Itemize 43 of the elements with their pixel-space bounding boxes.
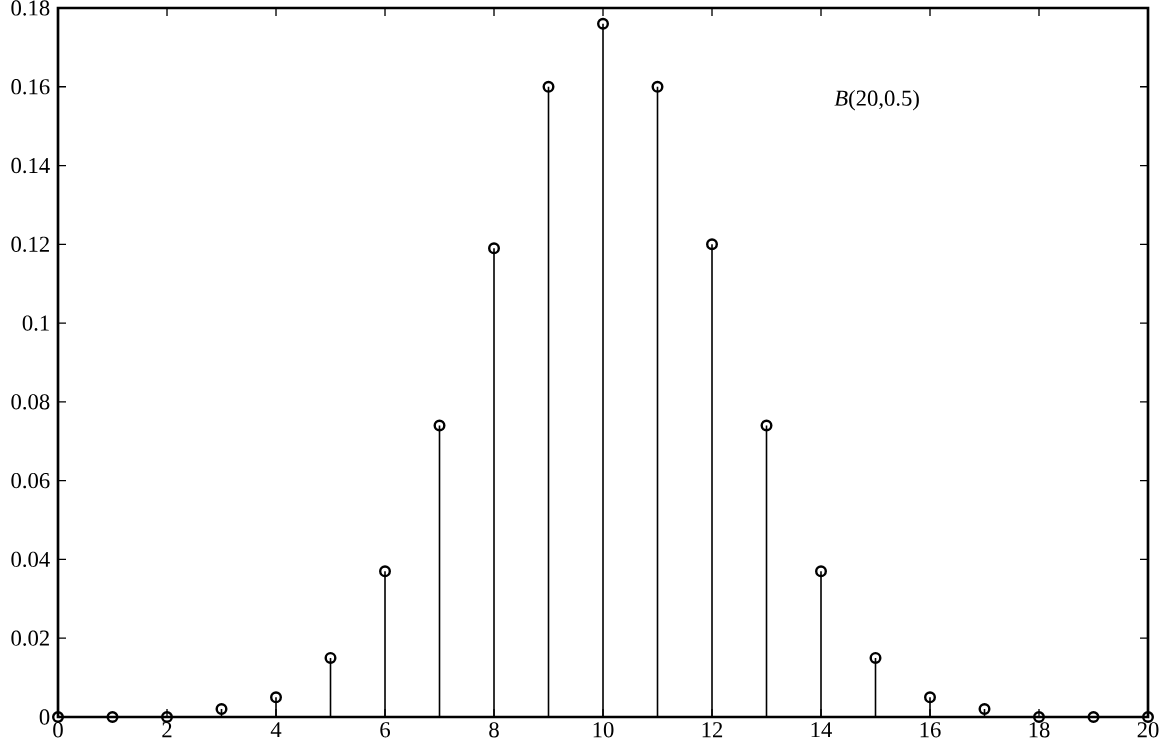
x-tick-label: 12 — [702, 722, 723, 738]
point — [488, 242, 501, 255]
x-tick-label: 16 — [920, 722, 941, 738]
point — [379, 565, 392, 578]
x-tick-label: 20 — [1137, 722, 1159, 738]
x-tick-label: 0 — [53, 722, 63, 738]
x-tick-label: 2 — [162, 722, 172, 738]
y-tick-label: 0.04 — [11, 551, 50, 568]
point — [869, 651, 882, 664]
point — [433, 419, 446, 432]
point — [978, 703, 991, 716]
x-tick-label: 8 — [489, 722, 499, 738]
point — [215, 703, 228, 716]
point — [161, 710, 174, 723]
y-tick-label: 0 — [39, 709, 50, 725]
y-tick-label: 0.06 — [11, 472, 50, 489]
point — [597, 17, 609, 30]
y-tick-label: 0.1 — [22, 315, 49, 331]
x-tick-label: 6 — [380, 722, 390, 738]
point — [106, 710, 119, 723]
y-tick-label: 0.14 — [11, 157, 50, 174]
point — [1142, 710, 1154, 723]
y-tick-label: 0.18 — [11, 0, 50, 16]
point — [706, 238, 718, 251]
point — [324, 651, 337, 664]
x-tick-label: 14 — [811, 722, 832, 738]
y-tick-label: 0.12 — [11, 236, 49, 253]
point — [1087, 710, 1100, 723]
x-tick-label: 10 — [593, 722, 614, 738]
point — [270, 691, 283, 704]
y-tick-label: 0.08 — [11, 394, 50, 410]
point — [542, 80, 555, 93]
y-tick-label: 0.16 — [11, 79, 50, 95]
point — [815, 565, 827, 578]
point — [651, 80, 664, 93]
point — [52, 710, 65, 723]
annotation: B(20,0.5) — [834, 89, 919, 111]
point — [924, 691, 936, 704]
point — [760, 419, 773, 432]
y-tick-label: 0.02 — [11, 630, 49, 646]
point — [1033, 710, 1045, 723]
x-tick-label: 18 — [1029, 722, 1050, 738]
x-tick-label: 4 — [270, 722, 282, 738]
